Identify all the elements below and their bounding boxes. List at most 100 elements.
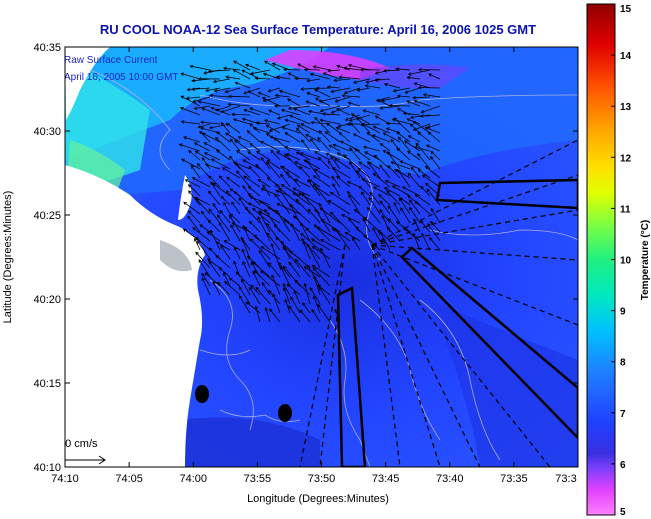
current-vector-head [275,189,280,194]
current-vector [310,138,321,152]
current-vector-head [297,63,302,67]
current-vector [288,305,301,323]
current-vector-head [424,165,429,170]
current-vector [408,135,421,143]
current-vector-head [249,238,254,243]
current-vector-head [195,198,200,203]
current-vector [283,287,291,305]
current-vector-head [305,134,309,138]
current-vector-head [350,113,355,117]
current-vector-head [284,118,289,123]
current-vector [306,160,321,179]
current-vector [318,157,331,170]
current-vector-head [267,206,272,210]
current-vector-head [245,63,249,68]
current-vector-head [210,158,215,162]
current-vector [384,83,401,89]
current-vector-head [252,207,256,212]
current-vector [349,161,361,179]
current-vector [314,117,331,134]
current-vector [361,191,371,206]
current-vector-head [241,69,246,73]
current-vector-head [308,179,313,183]
current-vector-head [182,228,187,232]
current-vector [415,142,431,161]
current-vector-head [221,167,226,171]
current-vector-head [402,111,407,116]
current-vector-head [247,151,252,155]
current-vector [387,205,401,224]
current-vector-head [259,140,264,145]
current-vector [213,78,231,83]
current-vector [218,267,231,278]
current-vector-head [377,229,381,234]
current-vector [403,112,421,116]
current-vector [208,190,221,206]
current-vector [339,76,361,80]
current-vector [256,122,271,125]
current-vector [304,283,311,305]
current-vector-head [319,108,324,113]
current-vector [322,113,341,116]
current-vector [221,105,241,113]
y-ticks: 40:35 40:30 40:25 40:20 40:15 40:10 [33,42,578,474]
current-vector-head [208,208,212,213]
current-vector [224,281,241,296]
current-vector-head [199,126,204,131]
current-vector [306,92,321,98]
current-vector [348,64,371,71]
current-vector-head [369,191,374,196]
current-vector-head [268,109,272,113]
current-vector [250,238,271,260]
current-vector-head [180,72,185,76]
current-vector-head [195,237,199,241]
current-vector-head [289,250,294,254]
current-vector [334,228,351,251]
current-vector-head [266,222,270,227]
current-vector-head [399,160,404,164]
current-vector [225,87,241,93]
current-vector-head [383,187,388,191]
current-vector-head [215,131,220,135]
current-vector [183,136,201,143]
current-vector-head [212,202,216,207]
current-vector [210,95,231,98]
current-vector-head [294,76,298,81]
transect-box-south [336,286,367,467]
current-vector-head [208,190,212,195]
current-vector-head [226,176,230,181]
current-vector [272,63,291,71]
current-vector [409,207,421,224]
current-vector-head [396,147,400,152]
current-vector-head [199,130,203,135]
current-vector-head [331,167,336,171]
current-vector-head [267,262,272,266]
current-vector [231,201,241,215]
current-vector [386,190,401,206]
current-vector [306,244,321,269]
current-vector [430,156,441,170]
current-vector [398,136,411,152]
current-vector [427,223,441,242]
current-vector [305,134,321,143]
current-vector-head [430,220,434,225]
current-vector-head [180,120,185,124]
current-vector [255,77,271,80]
current-vector [294,179,311,188]
current-vector-head [243,91,247,95]
current-vector [367,207,381,224]
current-vector-head [362,145,367,150]
current-vector [293,187,311,197]
current-vector [408,69,431,75]
current-vector [400,160,421,170]
current-vector-head [212,280,216,285]
current-vector-head [338,75,343,79]
current-vector-head [428,73,432,77]
current-vector [275,183,291,206]
current-vector [394,169,411,179]
current-vector [358,168,371,179]
current-vector [258,92,271,98]
current-vector-head [210,229,214,234]
current-vector [266,161,281,179]
current-vector-head [258,200,263,204]
